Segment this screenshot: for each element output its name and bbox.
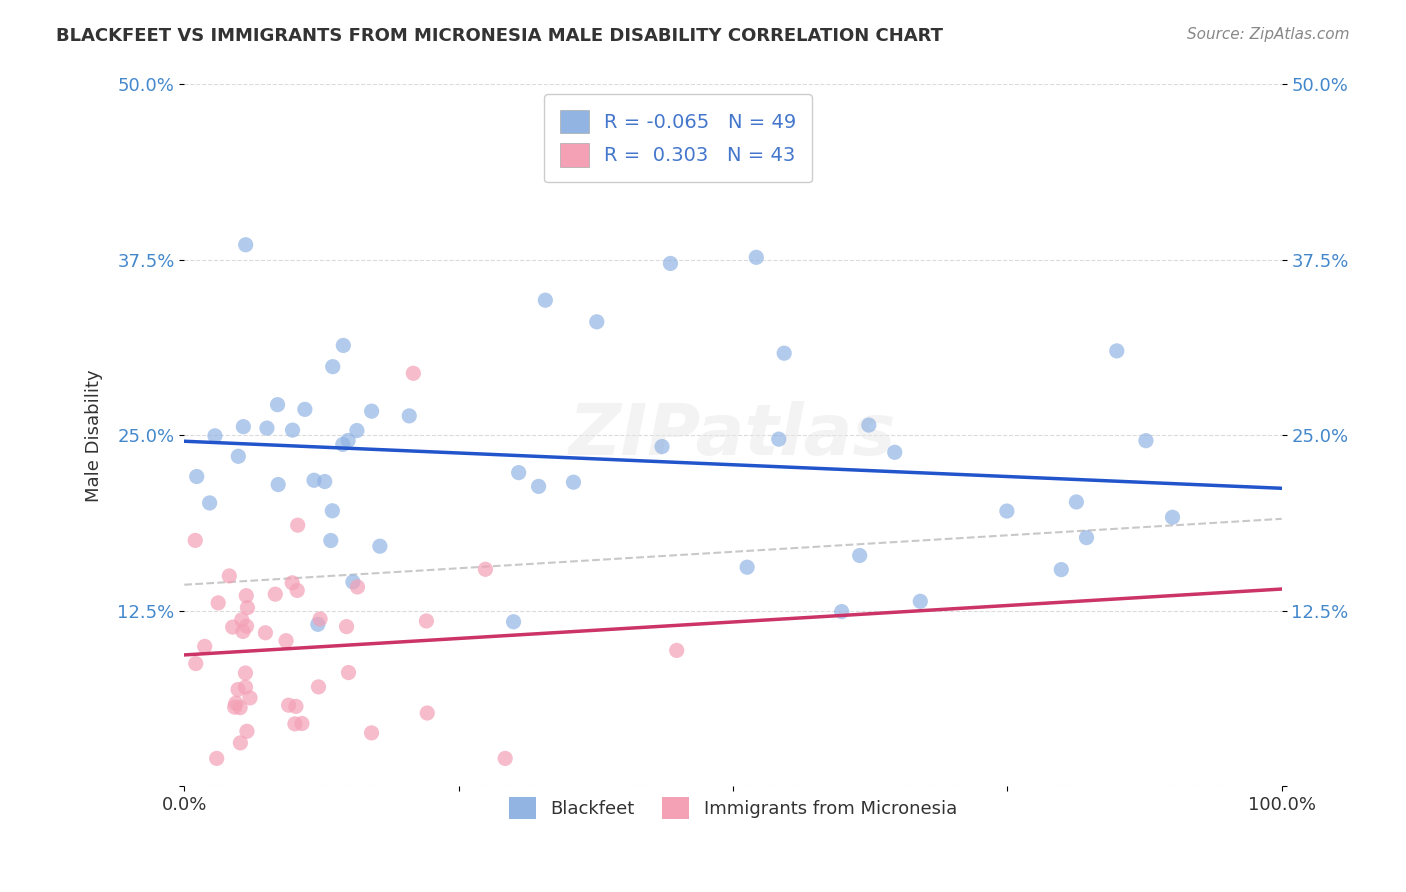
Immigrants from Micronesia — [337, 665, 360, 680]
Immigrants from Micronesia — [229, 736, 252, 750]
Blackfeet — [651, 440, 673, 454]
Blackfeet — [735, 560, 758, 574]
Immigrants from Micronesia — [474, 562, 496, 576]
Blackfeet — [314, 475, 336, 489]
Immigrants from Micronesia — [184, 533, 207, 548]
Immigrants from Micronesia — [264, 587, 287, 601]
Blackfeet — [321, 504, 343, 518]
Blackfeet — [346, 424, 368, 438]
Immigrants from Micronesia — [277, 698, 299, 713]
Blackfeet — [858, 418, 880, 433]
Blackfeet — [527, 479, 550, 493]
Blackfeet — [337, 434, 360, 448]
Blackfeet — [831, 605, 853, 619]
Blackfeet — [1076, 531, 1098, 545]
Immigrants from Micronesia — [231, 613, 253, 627]
Immigrants from Micronesia — [235, 680, 257, 694]
Immigrants from Micronesia — [229, 700, 252, 714]
Blackfeet — [1066, 495, 1088, 509]
Blackfeet — [768, 432, 790, 446]
Blackfeet — [332, 437, 354, 451]
Immigrants from Micronesia — [226, 682, 249, 697]
Immigrants from Micronesia — [235, 619, 257, 633]
Blackfeet — [281, 423, 304, 437]
Immigrants from Micronesia — [222, 620, 245, 634]
Immigrants from Micronesia — [665, 643, 688, 657]
Blackfeet — [502, 615, 524, 629]
Immigrants from Micronesia — [335, 619, 357, 633]
Immigrants from Micronesia — [309, 612, 332, 626]
Immigrants from Micronesia — [239, 690, 262, 705]
Immigrants from Micronesia — [235, 589, 257, 603]
Immigrants from Micronesia — [287, 518, 309, 533]
Immigrants from Micronesia — [232, 624, 254, 639]
Immigrants from Micronesia — [291, 716, 314, 731]
Immigrants from Micronesia — [236, 724, 259, 739]
Blackfeet — [302, 473, 325, 487]
Blackfeet — [773, 346, 796, 360]
Blackfeet — [319, 533, 342, 548]
Immigrants from Micronesia — [346, 580, 368, 594]
Text: BLACKFEET VS IMMIGRANTS FROM MICRONESIA MALE DISABILITY CORRELATION CHART: BLACKFEET VS IMMIGRANTS FROM MICRONESIA … — [56, 27, 943, 45]
Immigrants from Micronesia — [207, 596, 229, 610]
Blackfeet — [186, 469, 208, 483]
Blackfeet — [848, 549, 870, 563]
Immigrants from Micronesia — [225, 696, 247, 710]
Immigrants from Micronesia — [274, 633, 297, 648]
Blackfeet — [910, 594, 932, 608]
Blackfeet — [322, 359, 344, 374]
Blackfeet — [745, 251, 768, 265]
Immigrants from Micronesia — [281, 575, 304, 590]
Blackfeet — [562, 475, 585, 490]
Blackfeet — [332, 338, 354, 352]
Blackfeet — [294, 402, 316, 417]
Immigrants from Micronesia — [416, 706, 439, 720]
Blackfeet — [534, 293, 557, 308]
Immigrants from Micronesia — [308, 680, 330, 694]
Immigrants from Micronesia — [285, 583, 308, 598]
Immigrants from Micronesia — [360, 726, 382, 740]
Immigrants from Micronesia — [236, 600, 259, 615]
Legend: Blackfeet, Immigrants from Micronesia: Blackfeet, Immigrants from Micronesia — [495, 782, 972, 834]
Immigrants from Micronesia — [494, 751, 516, 765]
Blackfeet — [342, 574, 364, 589]
Blackfeet — [235, 237, 257, 252]
Blackfeet — [659, 256, 682, 270]
Blackfeet — [360, 404, 382, 418]
Blackfeet — [398, 409, 420, 423]
Immigrants from Micronesia — [284, 699, 307, 714]
Immigrants from Micronesia — [205, 751, 228, 765]
Blackfeet — [307, 617, 329, 632]
Blackfeet — [585, 315, 607, 329]
Text: Source: ZipAtlas.com: Source: ZipAtlas.com — [1187, 27, 1350, 42]
Blackfeet — [1135, 434, 1157, 448]
Blackfeet — [232, 419, 254, 434]
Immigrants from Micronesia — [402, 366, 425, 380]
Blackfeet — [256, 421, 278, 435]
Text: ZIPatlas: ZIPatlas — [569, 401, 897, 470]
Immigrants from Micronesia — [235, 666, 257, 681]
Blackfeet — [1050, 563, 1073, 577]
Blackfeet — [266, 398, 288, 412]
Blackfeet — [198, 496, 221, 510]
Immigrants from Micronesia — [224, 700, 246, 714]
Y-axis label: Male Disability: Male Disability — [86, 369, 103, 502]
Immigrants from Micronesia — [254, 625, 277, 640]
Immigrants from Micronesia — [184, 657, 207, 671]
Immigrants from Micronesia — [218, 569, 240, 583]
Blackfeet — [267, 477, 290, 491]
Blackfeet — [1105, 343, 1128, 358]
Blackfeet — [508, 466, 530, 480]
Immigrants from Micronesia — [415, 614, 437, 628]
Blackfeet — [883, 445, 905, 459]
Blackfeet — [226, 450, 249, 464]
Blackfeet — [995, 504, 1018, 518]
Blackfeet — [204, 429, 226, 443]
Immigrants from Micronesia — [284, 717, 307, 731]
Blackfeet — [1161, 510, 1184, 524]
Blackfeet — [368, 539, 391, 553]
Immigrants from Micronesia — [194, 640, 217, 654]
